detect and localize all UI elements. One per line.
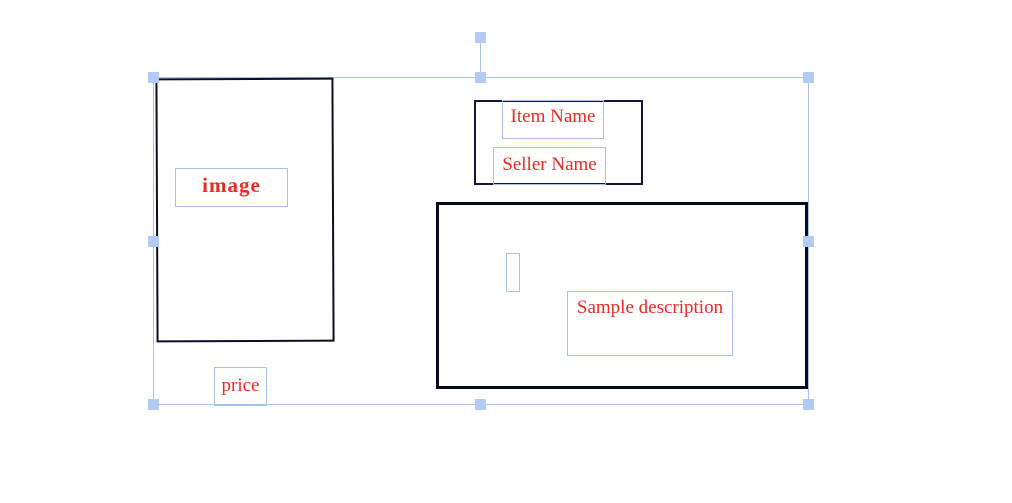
resize-handle-bottom-left-icon[interactable] [148, 399, 159, 410]
resize-handle-top-center-icon[interactable] [475, 72, 486, 83]
rotate-connector-line [480, 40, 481, 77]
item-name-text[interactable]: Item Name [502, 100, 604, 139]
rotate-handle-icon[interactable] [475, 32, 486, 43]
image-placeholder-text[interactable]: image [175, 168, 288, 207]
empty-text-box[interactable] [506, 253, 520, 292]
resize-handle-middle-left-icon[interactable] [148, 236, 159, 247]
image-placeholder-box[interactable] [155, 77, 335, 343]
resize-handle-bottom-right-icon[interactable] [803, 399, 814, 410]
seller-name-text[interactable]: Seller Name [493, 147, 606, 185]
resize-handle-bottom-center-icon[interactable] [475, 399, 486, 410]
resize-handle-middle-right-icon[interactable] [803, 236, 814, 247]
description-container-box[interactable] [436, 202, 808, 389]
resize-handle-top-left-icon[interactable] [148, 72, 159, 83]
resize-handle-top-right-icon[interactable] [803, 72, 814, 83]
description-text[interactable]: Sample description [567, 291, 733, 356]
price-text[interactable]: price [214, 367, 267, 406]
